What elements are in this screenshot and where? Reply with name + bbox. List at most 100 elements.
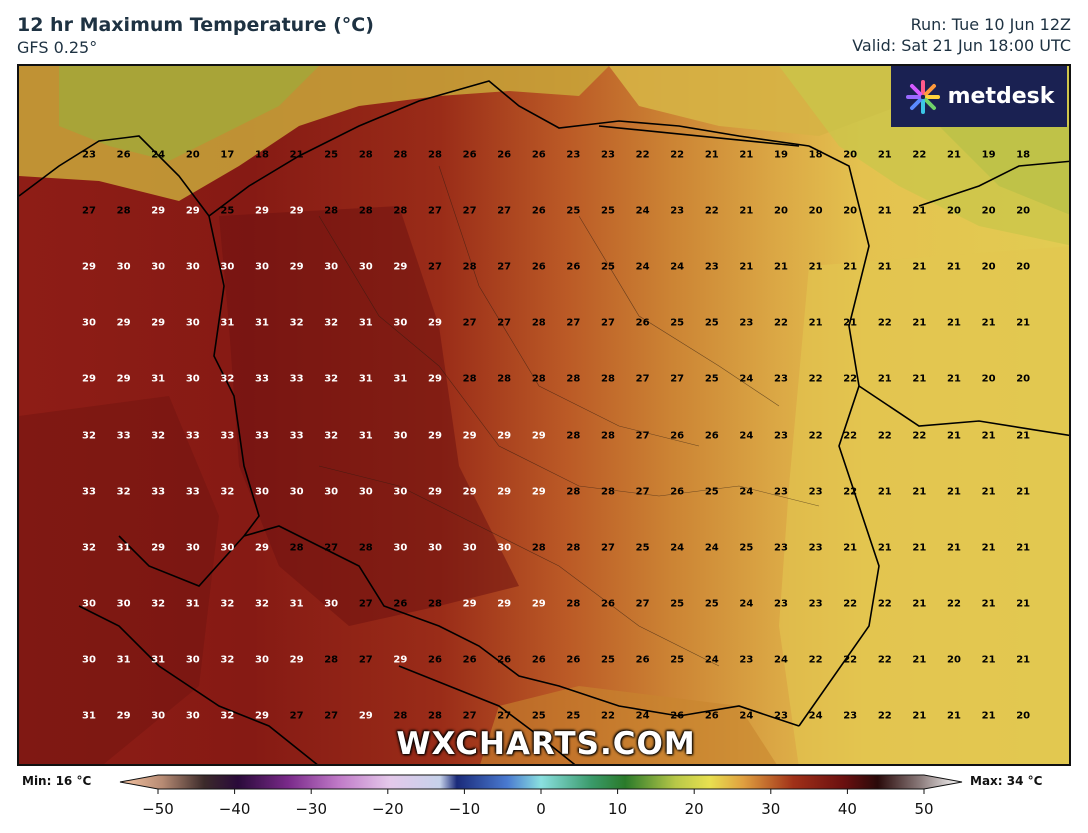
temperature-value: 22: [843, 654, 858, 666]
temperature-value: 29: [255, 542, 269, 554]
temperature-value: 23: [670, 205, 685, 217]
temperature-value: 33: [289, 373, 304, 385]
temperature-value: 21: [1016, 654, 1031, 666]
temperature-value: 22: [808, 430, 823, 441]
temperature-value: 28: [497, 373, 512, 385]
temperature-value: 30: [220, 261, 235, 273]
temperature-value: 23: [808, 542, 823, 554]
temperature-value: 29: [428, 317, 442, 329]
temperature-value: 21: [947, 373, 961, 385]
temperature-value: 28: [601, 373, 615, 385]
temperature-value: 26: [428, 654, 442, 666]
temperature-value: 30: [185, 654, 200, 666]
temperature-map[interactable]: 23 26 24 20 17 18 21 25 28 28 28 26 26 26 23 23 22 22 21 21…: [17, 64, 1071, 766]
colorbar-tick-label: 30: [761, 800, 780, 818]
chart-header-right: Run: Tue 10 Jun 12Z Valid: Sat 21 Jun 18…: [852, 14, 1071, 56]
temperature-value: 24: [635, 710, 650, 722]
temperature-value: 33: [255, 430, 269, 441]
temperature-value: 21: [843, 542, 858, 554]
temperature-value: 30: [185, 542, 200, 554]
temperature-value: 22: [877, 654, 892, 666]
temperature-value: 23: [601, 149, 615, 161]
valid-time: Valid: Sat 21 Jun 18:00 UTC: [852, 36, 1071, 55]
temperature-value: 21: [912, 486, 927, 498]
temperature-value: 22: [843, 430, 858, 441]
temperature-value: 31: [289, 598, 304, 610]
temperature-value: 31: [185, 598, 200, 610]
temperature-value: 30: [116, 598, 131, 610]
temperature-value: 30: [428, 542, 442, 554]
temperature-value: 28: [324, 205, 339, 217]
temperature-value: 21: [912, 261, 927, 273]
temperature-value: 30: [185, 373, 200, 385]
temperature-value: 25: [704, 598, 719, 610]
temperature-value: 23: [774, 373, 788, 385]
temperature-value: 29: [497, 486, 512, 498]
metdesk-flower-icon: [905, 79, 940, 114]
temperature-value: 21: [843, 261, 858, 273]
temperature-value: 25: [704, 317, 719, 329]
temperature-value: 26: [566, 654, 581, 666]
temperature-value: 25: [220, 205, 235, 217]
temperature-value: 26: [635, 317, 650, 329]
temperature-value: 25: [704, 486, 719, 498]
temperature-value: 27: [289, 710, 304, 722]
temperature-value: 27: [497, 261, 512, 273]
temperature-value: 21: [947, 317, 961, 329]
temperature-value: 28: [566, 542, 581, 554]
model-name: GFS 0.25°: [17, 38, 98, 57]
temperature-value: 25: [324, 149, 339, 161]
temperature-value: 30: [82, 317, 96, 329]
temperature-value: 33: [255, 373, 269, 385]
temperature-value: 25: [566, 710, 581, 722]
temperature-value: 26: [531, 261, 546, 273]
temperature-value: 24: [739, 710, 754, 722]
temperature-value: 26: [670, 486, 685, 498]
temperature-value: 22: [704, 205, 719, 217]
temperature-value: 32: [220, 598, 235, 610]
logo-text: metdesk: [947, 84, 1055, 109]
temperature-value: 24: [670, 542, 685, 554]
temperature-value: 21: [843, 317, 858, 329]
temperature-value: 27: [462, 205, 477, 217]
temperature-value: 27: [324, 710, 339, 722]
temperature-value: 24: [739, 486, 754, 498]
temperature-value: 23: [566, 149, 581, 161]
temperature-value: 21: [981, 317, 996, 329]
temperature-value: 21: [808, 261, 823, 273]
temperature-value: 27: [462, 710, 477, 722]
temperature-value: 23: [82, 149, 96, 161]
temperature-value: 21: [981, 542, 996, 554]
temperature-value: 21: [877, 486, 892, 498]
temperature-value: 28: [566, 430, 581, 441]
temperature-value: 22: [912, 430, 927, 441]
colorbar-tick-label: −10: [449, 800, 481, 818]
temperature-value: 27: [82, 205, 96, 217]
temperature-value: 28: [428, 149, 442, 161]
temperature-value: 31: [151, 373, 166, 385]
temperature-value: 19: [981, 149, 996, 161]
temperature-value: 33: [82, 486, 96, 498]
temperature-value: 27: [566, 317, 581, 329]
temperature-value: 21: [912, 542, 927, 554]
temperature-value: 24: [635, 261, 650, 273]
temperature-value: 21: [1016, 598, 1031, 610]
colorbar-tick-label: −20: [372, 800, 404, 818]
temperature-value: 31: [393, 373, 408, 385]
temperature-value: 28: [358, 205, 373, 217]
temperature-value: 24: [704, 654, 719, 666]
colorbar-tick-label: 10: [608, 800, 627, 818]
temperature-value: 29: [497, 430, 512, 441]
temperature-value: 17: [220, 149, 235, 161]
temperature-value: 30: [393, 486, 408, 498]
temperature-value: 30: [185, 710, 200, 722]
temperature-value: 32: [324, 430, 339, 441]
temperature-value: 21: [912, 710, 927, 722]
temperature-value: 29: [116, 373, 131, 385]
temperature-value: 24: [739, 373, 754, 385]
temperature-value: 22: [843, 373, 858, 385]
temperature-value: 30: [289, 486, 304, 498]
temperature-value: 27: [324, 542, 339, 554]
temperature-value: 18: [808, 149, 823, 161]
temperature-value: 26: [497, 654, 512, 666]
